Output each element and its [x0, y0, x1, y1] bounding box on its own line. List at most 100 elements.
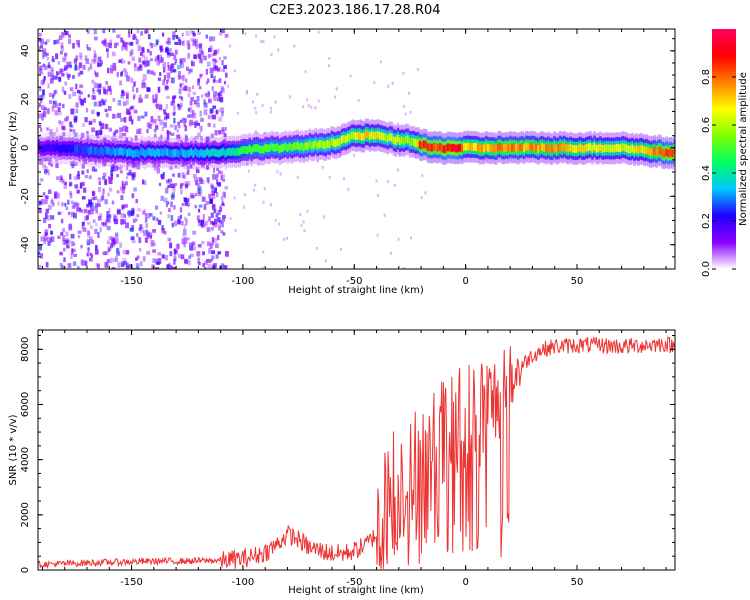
heatmap-cell	[288, 95, 291, 99]
heatmap-cell	[625, 144, 628, 152]
heatmap-cell	[143, 56, 148, 62]
heatmap-cell	[208, 47, 212, 53]
heatmap-cell	[169, 165, 173, 170]
heatmap-cell	[170, 132, 175, 136]
heatmap-cell	[43, 240, 46, 245]
heatmap-cell	[460, 144, 464, 153]
heatmap-cell	[655, 148, 658, 157]
heatmap-cell	[141, 79, 146, 85]
heatmap-cell	[317, 99, 320, 103]
heatmap-cell	[208, 248, 212, 254]
heatmap-cell	[378, 131, 382, 140]
heatmap-cell	[38, 201, 42, 205]
heatmap-cell	[40, 80, 45, 86]
heatmap-cell	[203, 99, 206, 105]
heatmap-cell	[256, 92, 259, 96]
heatmap-cell	[299, 213, 302, 217]
heatmap-cell	[246, 162, 249, 166]
heatmap-cell	[112, 238, 117, 245]
heatmap-cell	[179, 119, 183, 123]
heatmap-cell	[65, 115, 69, 121]
heatmap-cell	[98, 129, 102, 136]
heatmap-cell	[379, 60, 382, 64]
heatmap-cell	[129, 106, 133, 111]
heatmap-cell	[182, 58, 186, 63]
heatmap-cell	[74, 201, 78, 207]
heatmap-cell	[160, 174, 164, 178]
heatmap-cell	[209, 45, 213, 52]
heatmap-cell	[403, 267, 406, 269]
heatmap-cell	[168, 238, 172, 242]
heatmap-cell	[48, 159, 53, 165]
heatmap-cell	[62, 132, 66, 137]
heatmap-cell	[218, 78, 222, 83]
heatmap-cell	[44, 144, 47, 153]
heatmap-cell	[92, 219, 96, 224]
heatmap-cell	[619, 144, 622, 153]
heatmap-cell	[112, 113, 115, 119]
heatmap-cell	[204, 93, 207, 97]
heatmap-cell	[166, 129, 169, 135]
heatmap-cell	[244, 32, 247, 36]
heatmap-cell	[103, 40, 107, 46]
heatmap-cell	[87, 247, 90, 251]
heatmap-cell	[173, 205, 176, 210]
heatmap-cell	[219, 207, 223, 212]
heatmap-cell	[207, 263, 211, 269]
colorbar-tick-label: 0.2	[701, 213, 712, 229]
figure-title: C2E3.2023.186.17.28.R04	[269, 3, 440, 18]
heatmap-cell	[561, 143, 564, 152]
heatmap-cell	[106, 210, 110, 217]
heatmap-cell	[207, 122, 211, 127]
heatmap-cell	[156, 164, 159, 169]
heatmap-cell	[428, 143, 432, 152]
heatmap-cell	[133, 109, 138, 114]
heatmap-cell	[42, 78, 45, 84]
heatmap-cell	[166, 264, 170, 269]
heatmap-cell	[220, 148, 223, 157]
heatmap-cell	[188, 242, 193, 246]
heatmap-cell	[131, 119, 134, 125]
heatmap-cell	[92, 118, 96, 123]
heatmap-cell	[579, 143, 582, 152]
heatmap-cell	[97, 83, 101, 89]
heatmap-cell	[205, 34, 209, 39]
heatmap-cell	[274, 100, 277, 104]
heatmap-cell	[197, 262, 201, 266]
heatmap-cell	[450, 144, 454, 152]
heatmap-cell	[124, 147, 127, 156]
heatmap-cell	[193, 54, 197, 60]
spectrogram-frame	[37, 28, 676, 270]
heatmap-cell	[324, 259, 327, 263]
heatmap-cell	[79, 98, 82, 103]
heatmap-cell	[386, 134, 390, 143]
heatmap-cell	[216, 167, 220, 171]
heatmap-cell	[104, 99, 107, 103]
heatmap-cell	[56, 143, 59, 151]
heatmap-cell	[115, 165, 119, 169]
heatmap-cell	[59, 135, 64, 140]
heatmap-cell	[95, 208, 98, 214]
heatmap-cell	[160, 195, 164, 201]
heatmap-cell	[142, 148, 145, 157]
heatmap-cell	[410, 137, 414, 146]
heatmap-cell	[40, 99, 43, 103]
heatmap-cell	[90, 64, 93, 70]
heatmap-cell	[138, 57, 142, 63]
heatmap-cell	[645, 145, 648, 154]
heatmap-cell	[322, 141, 326, 149]
heatmap-cell	[196, 182, 201, 187]
heatmap-cell	[174, 183, 178, 187]
heatmap-cell	[80, 99, 84, 106]
heatmap-cell	[234, 228, 237, 232]
heatmap-cell	[647, 147, 650, 155]
heatmap-cell	[90, 146, 93, 154]
x-tick-label: 0	[462, 276, 468, 287]
heatmap-cell	[139, 65, 143, 71]
heatmap-cell	[96, 263, 100, 269]
heatmap-cell	[380, 132, 384, 141]
heatmap-cell	[179, 58, 184, 64]
heatmap-cell	[408, 137, 412, 146]
heatmap-cell	[513, 143, 516, 152]
heatmap-cell	[212, 58, 216, 62]
